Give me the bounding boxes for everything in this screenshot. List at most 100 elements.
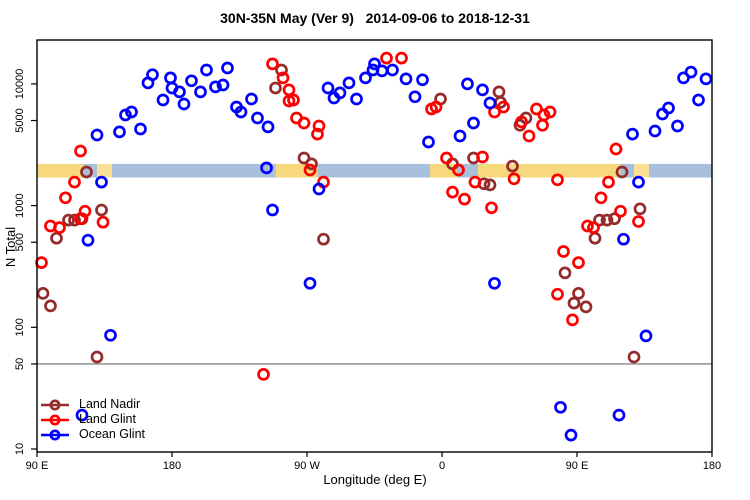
x-tick-label: 0 bbox=[439, 460, 445, 472]
point-ocean-glint bbox=[245, 92, 258, 106]
point-ocean-glint bbox=[476, 83, 489, 97]
point-ocean-glint bbox=[488, 276, 501, 290]
point-ocean-glint bbox=[333, 86, 347, 100]
point-ocean-glint bbox=[483, 96, 497, 110]
point-land-nadir bbox=[567, 296, 581, 310]
point-land-glint bbox=[468, 175, 482, 189]
x-tick-label: 90 E bbox=[566, 460, 589, 472]
point-land-glint bbox=[74, 144, 87, 158]
point-land-glint bbox=[530, 102, 543, 116]
point-ocean-glint bbox=[467, 116, 480, 130]
point-ocean-glint bbox=[342, 76, 356, 90]
point-ocean-glint bbox=[350, 92, 363, 106]
surface-band-segment bbox=[478, 163, 621, 178]
point-land-glint bbox=[497, 100, 510, 114]
point-land-glint bbox=[543, 105, 557, 119]
point-land-nadir bbox=[579, 300, 593, 314]
legend-label: Ocean Glint bbox=[79, 427, 146, 441]
point-ocean-glint bbox=[164, 71, 177, 85]
point-ocean-glint bbox=[359, 71, 372, 85]
point-land-glint bbox=[68, 175, 81, 189]
point-ocean-glint bbox=[90, 128, 104, 142]
point-ocean-glint bbox=[386, 63, 399, 77]
point-ocean-glint bbox=[251, 111, 264, 125]
point-land-glint bbox=[632, 215, 645, 228]
point-land-nadir bbox=[492, 85, 506, 99]
point-land-glint bbox=[609, 142, 623, 156]
point-ocean-glint bbox=[156, 93, 170, 107]
point-land-nadir bbox=[572, 287, 585, 300]
point-land-nadir bbox=[593, 213, 606, 227]
point-land-nadir bbox=[269, 81, 282, 95]
point-land-glint bbox=[311, 127, 324, 141]
point-ocean-glint bbox=[453, 129, 467, 143]
point-ocean-glint bbox=[173, 85, 186, 99]
y-tick-label: 1000 bbox=[14, 193, 26, 217]
point-land-glint bbox=[572, 256, 585, 269]
point-land-glint bbox=[74, 212, 87, 226]
point-land-glint bbox=[507, 172, 521, 186]
y-tick-label: 100 bbox=[14, 318, 26, 336]
point-land-glint bbox=[59, 191, 72, 205]
x-tick-label: 90 E bbox=[26, 460, 49, 472]
point-ocean-glint bbox=[422, 135, 435, 149]
point-land-nadir bbox=[50, 231, 63, 245]
point-ocean-glint bbox=[134, 122, 147, 136]
point-land-glint bbox=[266, 57, 279, 71]
point-ocean-glint bbox=[632, 175, 645, 189]
point-land-glint bbox=[594, 191, 608, 205]
point-land-glint bbox=[440, 151, 453, 165]
point-land-glint bbox=[282, 94, 296, 108]
legend-item-ocean-glint: Ocean Glint bbox=[40, 427, 145, 442]
point-land-nadir bbox=[275, 63, 288, 77]
point-land-nadir bbox=[608, 212, 621, 226]
legend-label: Land Nadir bbox=[79, 397, 141, 411]
point-ocean-glint bbox=[185, 74, 198, 88]
point-land-glint bbox=[557, 245, 570, 258]
point-land-glint bbox=[380, 51, 393, 65]
point-ocean-glint bbox=[177, 97, 191, 111]
point-land-glint bbox=[485, 201, 498, 215]
x-axis-title: Longitude (deg E) bbox=[323, 472, 427, 487]
plot-frame bbox=[36, 39, 713, 453]
point-ocean-glint bbox=[699, 72, 713, 86]
point-land-nadir bbox=[305, 157, 318, 171]
point-ocean-glint bbox=[260, 161, 273, 175]
surface-band-segment bbox=[112, 163, 276, 178]
point-land-nadir bbox=[62, 213, 75, 227]
surface-band-segment bbox=[649, 163, 712, 178]
x-tick-label: 180 bbox=[703, 460, 721, 472]
point-land-glint bbox=[602, 175, 615, 189]
land-nadir-symbol-icon bbox=[41, 399, 69, 410]
point-land-glint bbox=[452, 163, 465, 177]
legend-item-land-glint: Land Glint bbox=[40, 412, 145, 427]
point-land-glint bbox=[587, 221, 600, 234]
point-land-nadir bbox=[297, 151, 311, 165]
chart-title: 30N-35N May (Ver 9) 2014-09-06 to 2018-1… bbox=[220, 10, 530, 26]
point-ocean-glint bbox=[612, 408, 626, 422]
surface-band-segment bbox=[634, 163, 649, 178]
point-ocean-glint bbox=[95, 175, 108, 189]
point-ocean-glint bbox=[261, 120, 275, 134]
point-land-glint bbox=[276, 71, 290, 85]
legend-item-land-nadir: Land Nadir bbox=[40, 397, 145, 412]
ocean-glint-symbol-icon bbox=[41, 429, 69, 440]
y-tick-label: 10 bbox=[14, 443, 26, 455]
point-land-nadir bbox=[627, 350, 641, 364]
point-land-glint bbox=[395, 51, 408, 65]
point-land-glint bbox=[303, 163, 317, 177]
point-land-glint bbox=[425, 102, 438, 116]
point-ocean-glint bbox=[692, 93, 705, 107]
point-ocean-glint bbox=[234, 105, 248, 119]
point-ocean-glint bbox=[399, 72, 413, 86]
point-ocean-glint bbox=[639, 329, 653, 343]
point-land-glint bbox=[257, 368, 270, 381]
point-land-glint bbox=[35, 256, 48, 269]
point-ocean-glint bbox=[368, 57, 381, 71]
point-land-nadir bbox=[483, 178, 497, 192]
point-ocean-glint bbox=[104, 328, 117, 342]
point-land-nadir bbox=[588, 231, 602, 245]
point-ocean-glint bbox=[209, 80, 222, 94]
